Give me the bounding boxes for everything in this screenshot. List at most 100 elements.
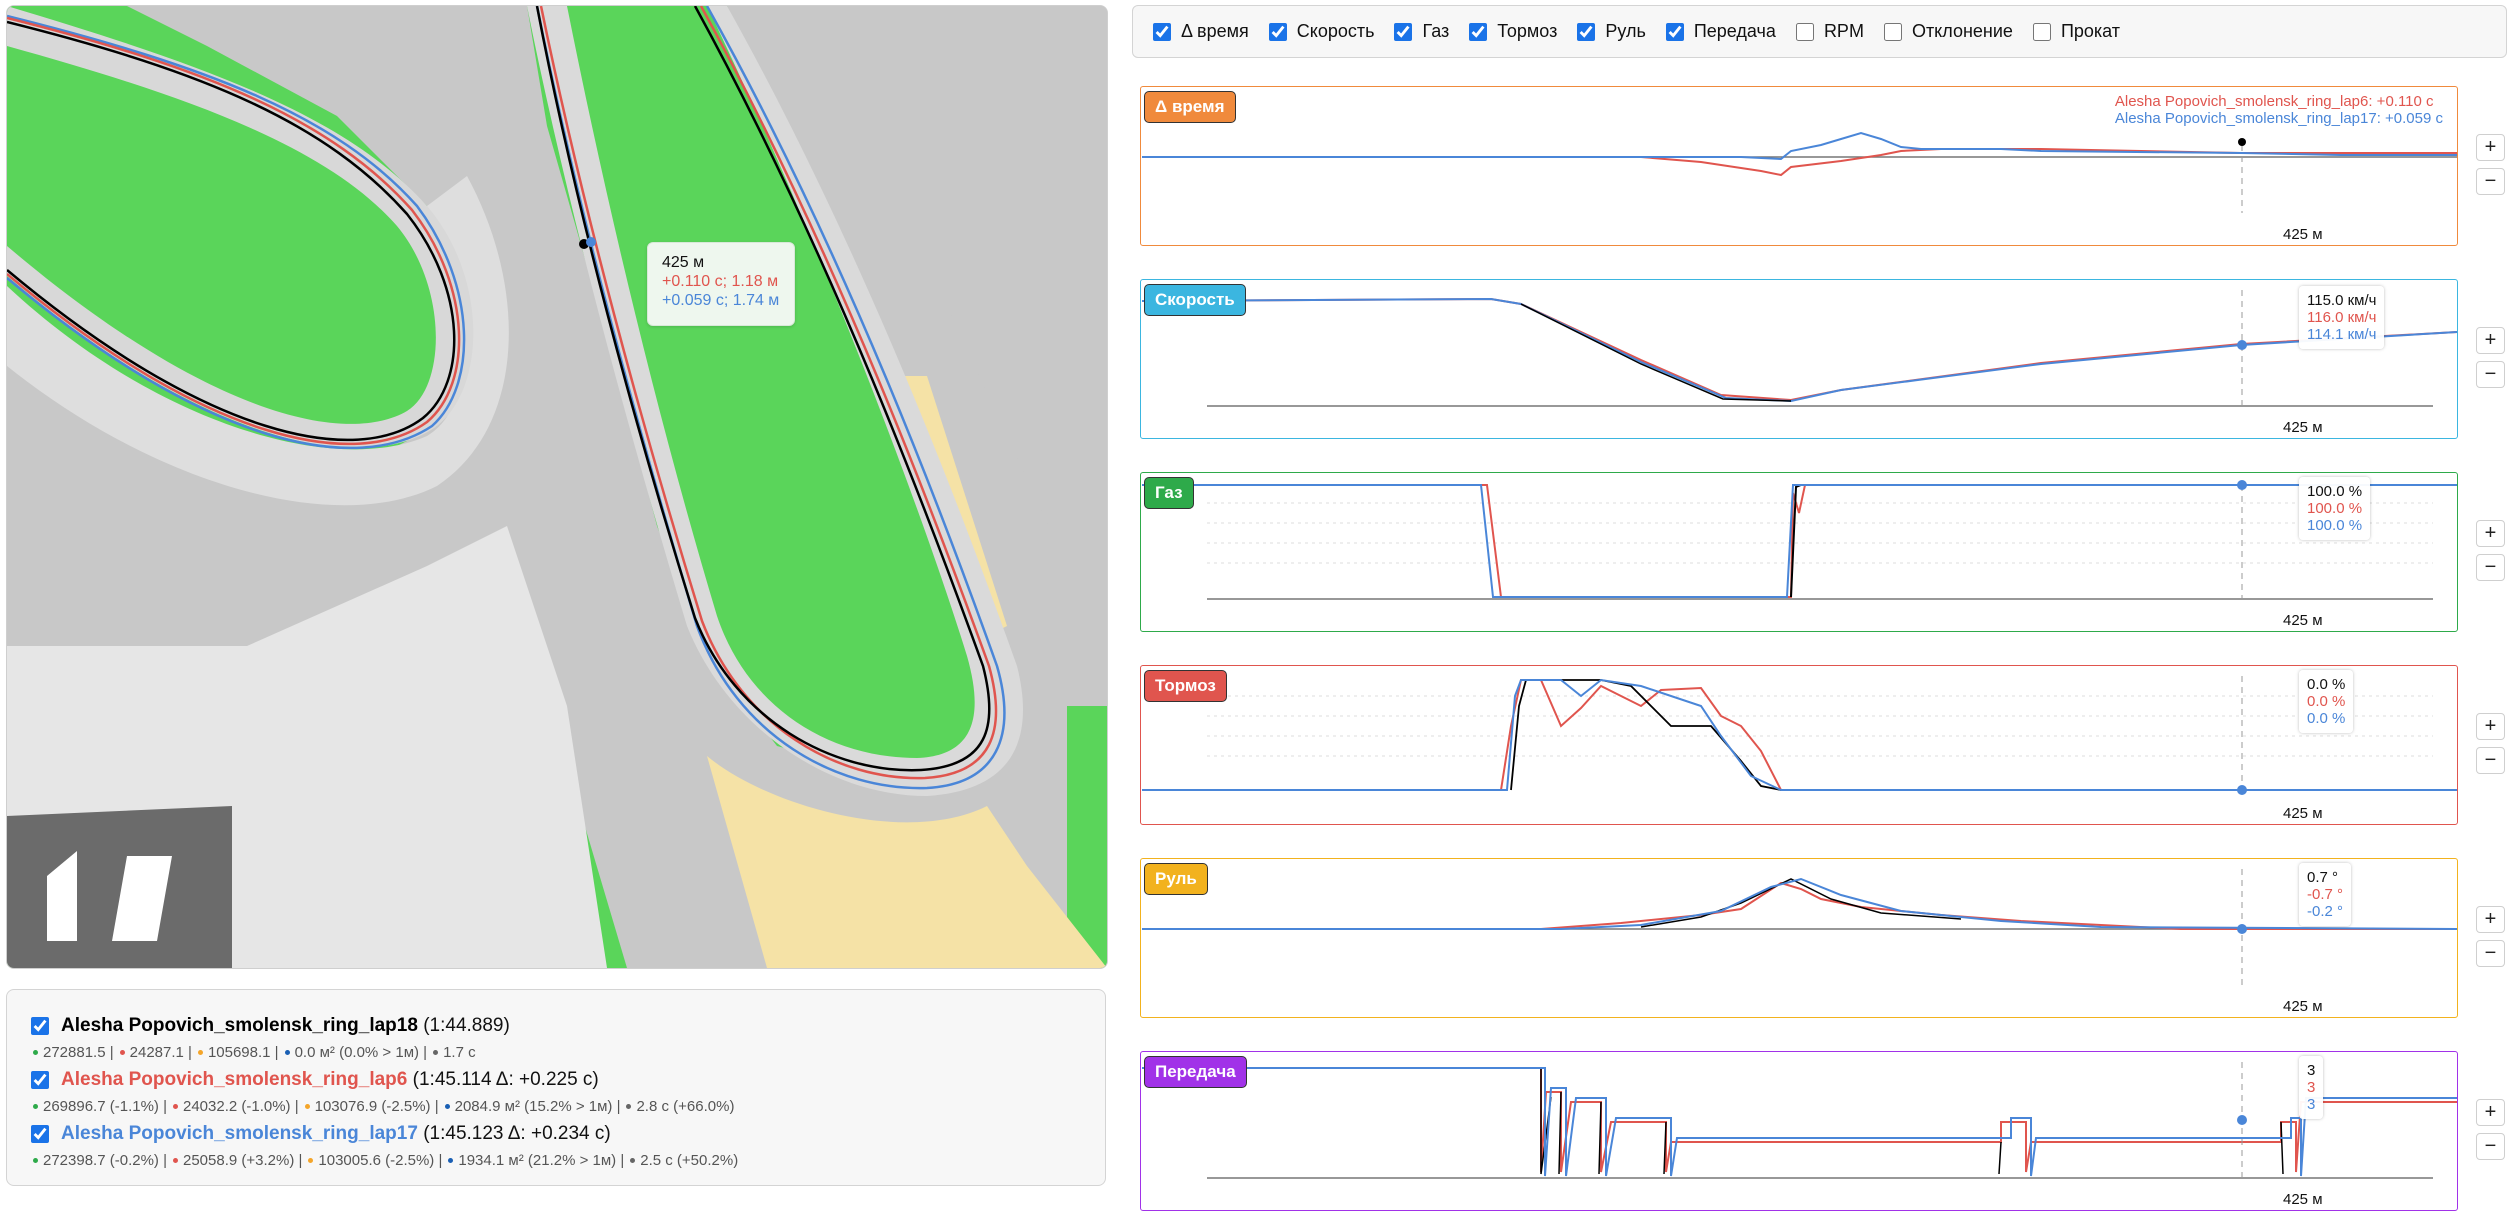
gear-zoom-out-button[interactable]: − [2476,1133,2505,1160]
stat-value: 24287.1 | [129,1044,192,1061]
toggle-delta-checkbox[interactable] [1153,22,1171,41]
delta-legend: Alesha Popovich_smolensk_ring_lap6: +0.1… [2110,91,2447,129]
lap18-time: (1:44.889) [423,1014,510,1036]
toggle-coast[interactable]: Прокат [2032,21,2120,42]
grey-dot-icon [433,1050,439,1055]
red-dot-icon [172,1104,178,1109]
gas-zoom-out-button[interactable]: − [2476,554,2505,581]
gas-panel[interactable]: Газ 100.0 % 100.0 % 100.0 % 425 м [1140,472,2458,632]
grey-dot-icon [630,1158,636,1163]
stat-value: 103005.6 (-2.5%) | [318,1152,443,1169]
speed-value-blue: 114.1 км/ч [2307,326,2377,343]
blue-dot-icon [448,1158,454,1163]
grey-dot-icon [626,1104,632,1109]
steer-zoom-out-button[interactable]: − [2476,940,2505,967]
speed-panel[interactable]: Скорость 115.0 км/ч 116.0 км/ч 114.1 км/… [1140,279,2458,439]
brake-value-red: 0.0 % [2307,693,2346,710]
lap6-time: (1:45.114 Δ: +0.225 с) [412,1068,599,1090]
toggle-gear-checkbox[interactable] [1665,22,1684,41]
lap18-name: Alesha Popovich_smolensk_ring_lap18 [61,1014,418,1036]
track-map-canvas [7,6,1107,968]
toggle-rpm-checkbox[interactable] [1795,22,1814,41]
lap6-checkbox[interactable] [31,1070,49,1089]
stat-value: 2084.9 м² (15.2% > 1м) | [454,1098,621,1115]
stat-value: 269896.7 (-1.1%) | [43,1098,167,1115]
gear-panel[interactable]: Передача 3 3 3 425 м [1140,1051,2458,1211]
delta-legend-red: Alesha Popovich_smolensk_ring_lap6: +0.1… [2114,93,2434,110]
brake-panel[interactable]: Тормоз 0.0 % 0.0 % 0.0 % 425 м [1140,665,2458,825]
gear-value-red: 3 [2307,1079,2316,1096]
blue-dot-icon [444,1104,450,1109]
toggle-deviation-checkbox[interactable] [1883,22,1902,41]
toggle-delta[interactable]: Δ время [1153,21,1249,42]
tooltip-red-lap: +0.110 с; 1.18 м [662,273,779,290]
green-dot-icon [33,1158,38,1163]
toggle-steer[interactable]: Руль [1577,21,1646,42]
toggle-speed-checkbox[interactable] [1268,22,1287,41]
delta-legend-blue: Alesha Popovich_smolensk_ring_lap17: +0.… [2114,110,2443,127]
gear-zoom-in-button[interactable]: + [2476,1099,2505,1126]
orange-dot-icon [308,1158,314,1163]
steer-chart [1142,869,2458,985]
red-dot-icon [172,1158,178,1163]
delta-time-panel[interactable]: Δ время Alesha Popovich_smolensk_ring_la… [1140,86,2458,246]
steer-panel[interactable]: Руль 0.7 ° -0.7 ° -0.2 ° 425 м [1140,858,2458,1018]
steer-panel-title: Руль [1144,863,1208,895]
lap17-checkbox[interactable] [31,1124,49,1143]
speed-chart [1141,290,2458,407]
toggle-gas[interactable]: Газ [1394,21,1449,42]
steer-value-blue: -0.2 ° [2307,903,2344,920]
green-dot-icon [33,1104,38,1109]
brake-chart [1142,676,2457,795]
gas-zoom-in-button[interactable]: + [2476,520,2505,547]
steer-zoom-in-button[interactable]: + [2476,906,2505,933]
stat-value: 1.7 с [443,1044,476,1061]
toggle-rpm[interactable]: RPM [1795,21,1864,42]
blue-dot-icon [284,1050,290,1055]
lap18-stats: 272881.5 | 24287.1 | 105698.1 | 0.0 м² (… [29,1039,1105,1066]
toggle-label: Отклонение [1911,21,2013,41]
delta-zoom-out-button[interactable]: − [2476,168,2505,195]
speed-values: 115.0 км/ч 116.0 км/ч 114.1 км/ч [2299,286,2385,349]
tooltip-distance: 425 м [662,254,705,271]
toggle-brake[interactable]: Тормоз [1469,21,1557,42]
speed-zoom-in-button[interactable]: + [2476,327,2505,354]
lap6-name: Alesha Popovich_smolensk_ring_lap6 [61,1068,408,1090]
delta-panel-title: Δ время [1144,91,1236,123]
toggle-gear[interactable]: Передача [1665,21,1776,42]
toggle-steer-checkbox[interactable] [1577,22,1596,41]
toggle-brake-checkbox[interactable] [1469,22,1488,41]
stat-value: 2.5 с (+50.2%) [640,1152,739,1169]
gear-panel-title: Передача [1144,1056,1247,1088]
stat-value: 2.8 с (+66.0%) [636,1098,735,1115]
brake-value-blue: 0.0 % [2307,710,2346,727]
speed-panel-title: Скорость [1144,284,1246,316]
orange-dot-icon [197,1050,203,1055]
gas-value-red: 100.0 % [2307,500,2363,517]
toggle-coast-checkbox[interactable] [2032,22,2051,41]
toggle-deviation[interactable]: Отклонение [1883,21,2013,42]
gas-value-black: 100.0 % [2307,483,2363,500]
lap17-name: Alesha Popovich_smolensk_ring_lap17 [61,1122,418,1144]
gear-x-label: 425 м [2283,1191,2323,1208]
speed-x-label: 425 м [2283,419,2323,436]
brake-zoom-in-button[interactable]: + [2476,713,2505,740]
brake-zoom-out-button[interactable]: − [2476,747,2505,774]
track-map[interactable]: 425 м +0.110 с; 1.18 м +0.059 с; 1.74 м [6,5,1108,969]
lap18-checkbox[interactable] [31,1016,49,1035]
lap6-stats: 269896.7 (-1.1%) | 24032.2 (-1.0%) | 103… [29,1093,1105,1120]
brake-panel-title: Тормоз [1144,670,1227,702]
toggle-speed[interactable]: Скорость [1268,21,1374,42]
gas-values: 100.0 % 100.0 % 100.0 % [2299,477,2371,540]
lap17-time: (1:45.123 Δ: +0.234 с) [423,1122,611,1144]
lap17-stats: 272398.7 (-0.2%) | 25058.9 (+3.2%) | 103… [29,1147,1105,1174]
gas-panel-title: Газ [1144,477,1194,509]
map-tooltip: 425 м +0.110 с; 1.18 м +0.059 с; 1.74 м [647,242,795,326]
gear-value-black: 3 [2307,1062,2316,1079]
delta-zoom-in-button[interactable]: + [2476,134,2505,161]
stat-value: 272881.5 | [43,1044,114,1061]
toggle-gas-checkbox[interactable] [1394,22,1413,41]
orange-dot-icon [304,1104,310,1109]
speed-value-red: 116.0 км/ч [2307,309,2377,326]
speed-zoom-out-button[interactable]: − [2476,361,2505,388]
